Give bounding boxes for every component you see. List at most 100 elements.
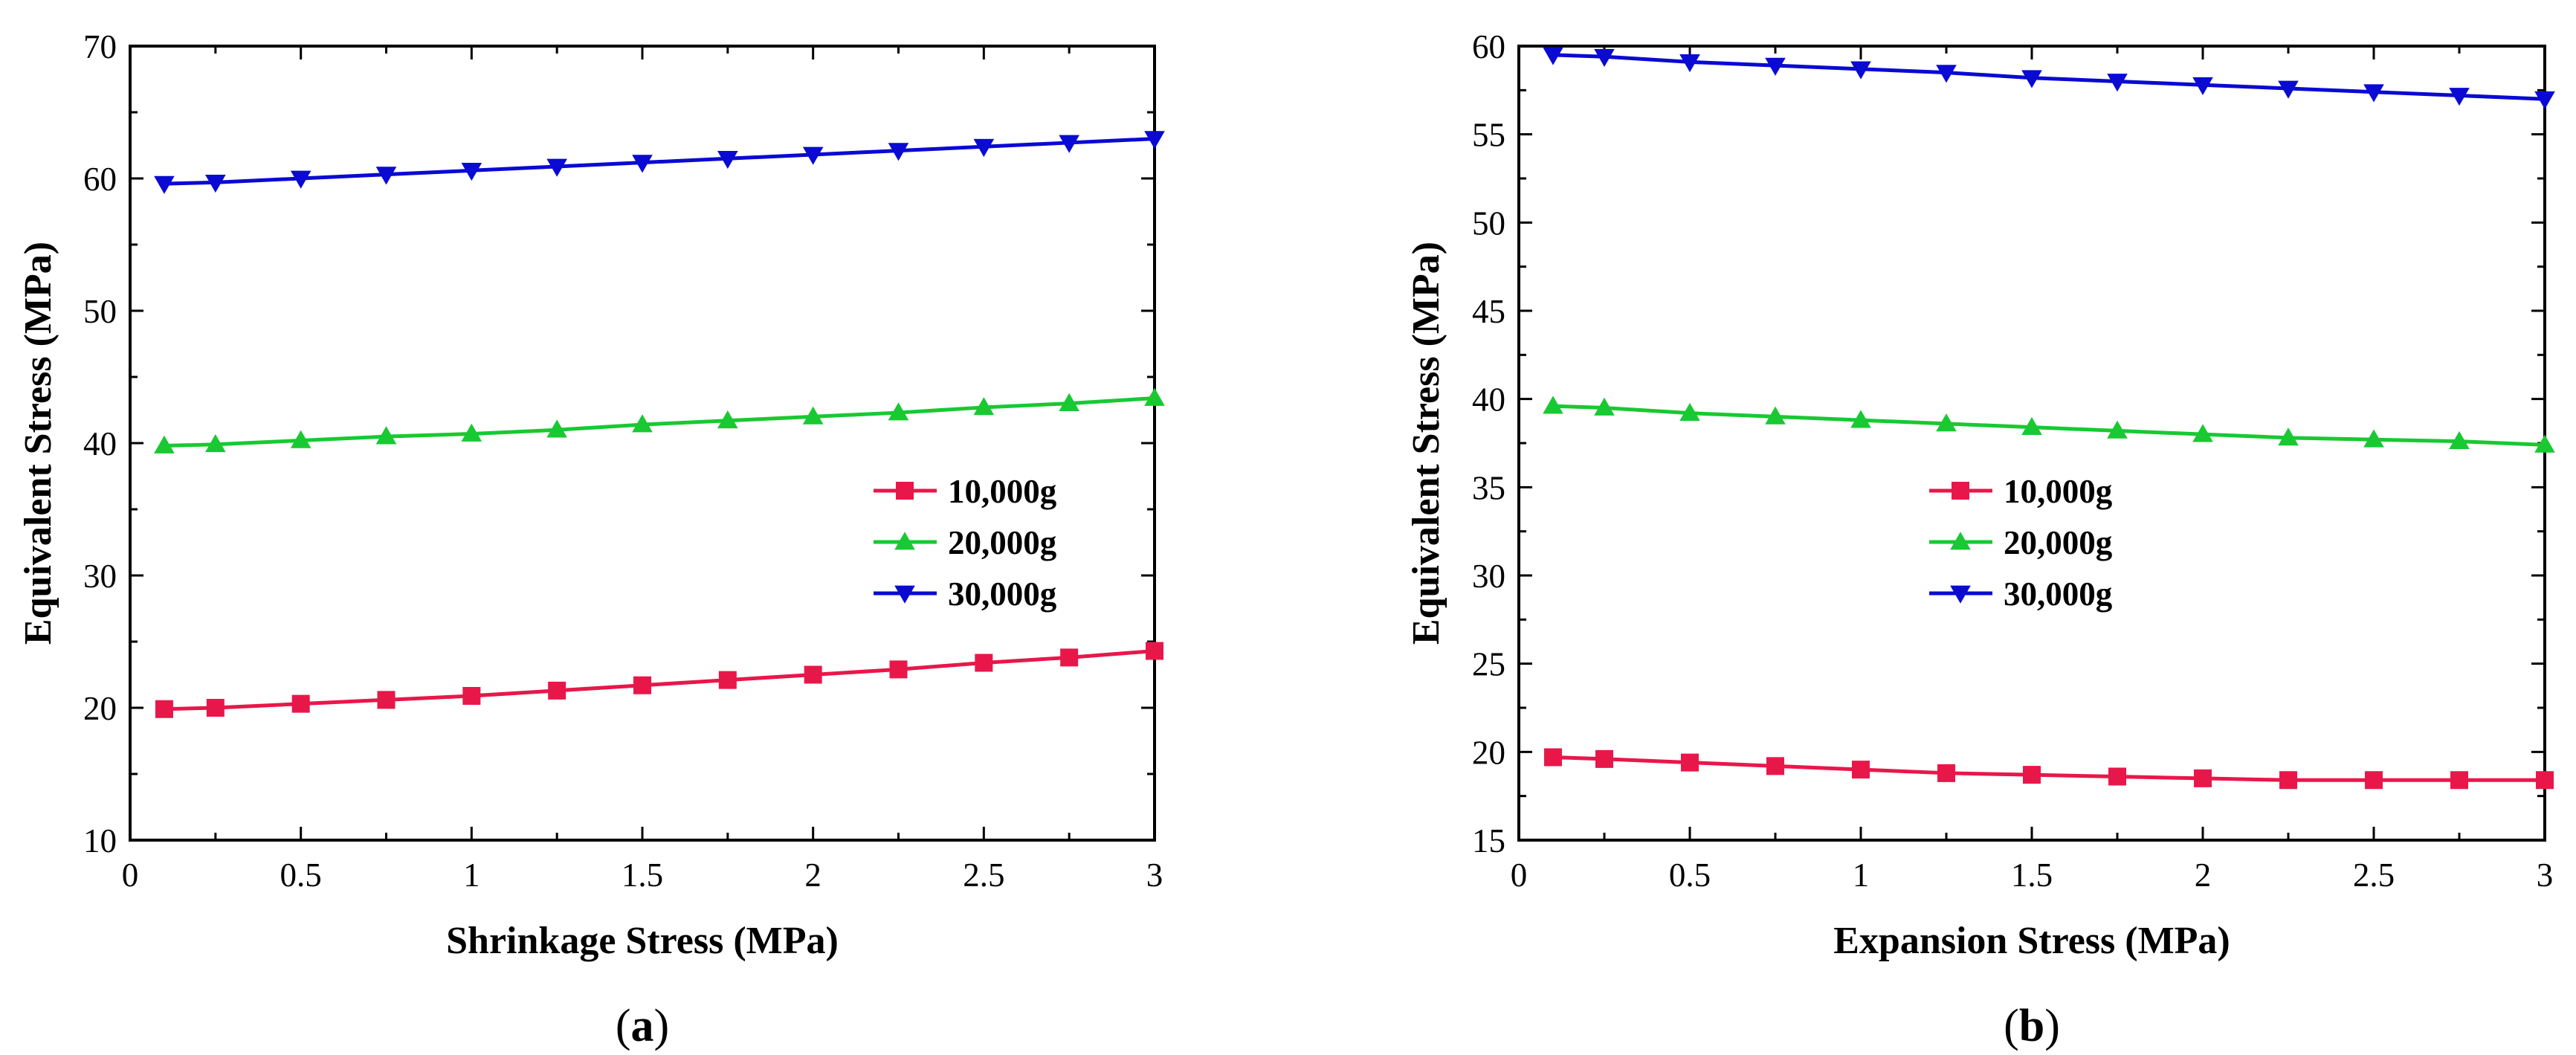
data-point: [1936, 65, 1957, 83]
legend: 10,000g 20,000g 30,000g: [1929, 473, 2113, 613]
data-point: [2023, 766, 2041, 784]
data-point: [718, 671, 737, 689]
data-point: [155, 700, 173, 718]
x-tick-label: 0: [122, 856, 139, 894]
panel-label-close: ): [2044, 1001, 2060, 1051]
series-line: [164, 396, 1155, 448]
data-point: [802, 146, 824, 165]
data-point: [1595, 749, 1613, 768]
data-point: [375, 167, 397, 185]
legend-label: 20,000g: [948, 524, 1057, 561]
data-point: [717, 410, 738, 429]
x-tick-label: 3: [1146, 856, 1163, 894]
y-tick-label: 40: [83, 425, 117, 462]
y-tick-label: 50: [83, 293, 117, 330]
data-point: [1059, 135, 1079, 153]
data-point: [1679, 54, 1700, 73]
legend-label: 20,000g: [2004, 524, 2113, 561]
data-point: [888, 402, 909, 421]
series-line: [1552, 755, 2545, 782]
legend-marker: [896, 482, 914, 500]
panel-label: (b): [2004, 1001, 2060, 1051]
data-point: [2278, 80, 2299, 99]
series-10,000g: [1544, 748, 2554, 790]
x-tick-label: 0.5: [280, 856, 322, 894]
data-point: [1765, 406, 1786, 425]
series-20,000g: [1543, 396, 2555, 453]
data-point: [1059, 393, 1079, 411]
data-point: [1594, 48, 1615, 68]
data-point: [2449, 430, 2470, 449]
data-point: [154, 435, 175, 454]
series-10,000g: [155, 642, 1163, 718]
data-point: [2278, 428, 2299, 446]
panel-label-open: (: [616, 1001, 631, 1051]
legend-label: 10,000g: [948, 473, 1057, 510]
y-axis-label: Equivalent Stress (MPa): [1405, 242, 1447, 645]
x-tick-label: 1.5: [2011, 856, 2053, 894]
data-point: [973, 397, 995, 416]
data-point: [975, 654, 993, 672]
y-axis-label: Equivalent Stress (MPa): [17, 242, 59, 645]
data-point: [889, 660, 908, 679]
data-point: [2534, 434, 2555, 453]
data-point: [1144, 387, 1165, 406]
data-point: [804, 665, 822, 684]
data-point: [717, 150, 738, 170]
data-point: [2108, 767, 2126, 786]
y-tick-label: 70: [83, 28, 117, 65]
data-point: [1544, 748, 1562, 767]
legend-marker: [894, 532, 915, 550]
y-tick-label: 35: [1472, 469, 1505, 506]
data-point: [462, 686, 481, 705]
data-point: [205, 174, 226, 193]
data-point: [1852, 761, 1870, 779]
data-point: [1850, 61, 1871, 80]
data-point: [888, 143, 909, 161]
data-point: [1146, 642, 1163, 660]
legend-marker: [1950, 585, 1971, 604]
data-point: [2534, 91, 2555, 109]
data-point: [375, 426, 397, 445]
y-tick-label: 45: [1472, 293, 1505, 330]
y-tick-label: 40: [1472, 381, 1505, 419]
legend: 10,000g 20,000g 30,000g: [874, 473, 1057, 613]
x-tick-label: 2.5: [963, 856, 1004, 894]
y-tick-label: 50: [1472, 204, 1505, 242]
data-point: [2192, 424, 2213, 442]
data-point: [1766, 757, 1784, 775]
x-tick-label: 1.5: [622, 856, 663, 894]
data-point: [546, 419, 567, 438]
x-axis-label: Shrinkage Stress (MPa): [446, 920, 839, 962]
x-tick-label: 2: [804, 856, 821, 894]
y-tick-label: 10: [83, 822, 117, 859]
data-point: [2536, 771, 2554, 790]
data-point: [1850, 410, 1871, 428]
panel-label-open: (: [2004, 1001, 2019, 1051]
data-point: [2450, 771, 2468, 790]
data-point: [1543, 47, 1563, 65]
legend-marker: [1952, 482, 1969, 500]
x-tick-label: 1: [1853, 856, 1870, 894]
data-point: [377, 691, 396, 709]
data-point: [2279, 771, 2297, 790]
data-point: [2363, 84, 2384, 103]
data-point: [1543, 396, 1563, 414]
data-point: [1594, 397, 1615, 416]
y-tick-label: 55: [1472, 117, 1505, 154]
data-point: [1144, 131, 1165, 149]
legend-label: 30,000g: [2004, 575, 2113, 613]
y-tick-label: 25: [1472, 646, 1505, 683]
y-tick-label: 60: [83, 161, 117, 198]
data-point: [2363, 429, 2384, 448]
legend-label: 30,000g: [948, 575, 1057, 613]
y-tick-label: 15: [1472, 822, 1505, 859]
data-point: [633, 676, 651, 694]
series-line: [164, 648, 1155, 712]
x-tick-label: 0: [1511, 856, 1528, 894]
series-line: [1552, 53, 2546, 101]
data-point: [802, 406, 824, 425]
y-tick-label: 20: [83, 690, 117, 727]
data-point: [291, 694, 310, 713]
plot-frame: [1517, 45, 2546, 842]
